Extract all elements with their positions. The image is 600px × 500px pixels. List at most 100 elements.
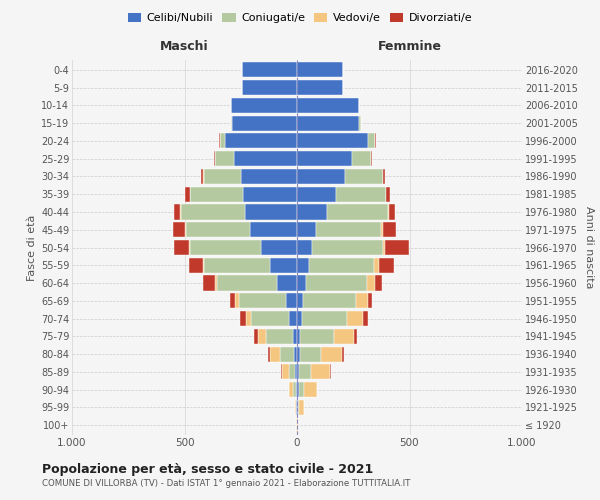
Bar [383,222,397,238]
Bar [254,329,259,344]
Text: COMUNE DI VILLORBA (TV) - Dati ISTAT 1° gennaio 2021 - Elaborazione TUTTITALIA.I: COMUNE DI VILLORBA (TV) - Dati ISTAT 1° … [42,478,410,488]
Bar [230,116,232,130]
Bar [297,151,352,166]
Bar [301,329,334,344]
Bar [383,169,385,184]
Bar [311,240,383,255]
Bar [175,240,189,255]
Bar [251,311,289,326]
Bar [355,329,357,344]
Bar [297,258,309,273]
Bar [374,258,379,273]
Bar [190,186,243,202]
Bar [246,311,251,326]
Bar [242,62,297,78]
Bar [302,311,347,326]
Bar [297,62,343,78]
Bar [386,186,391,202]
Bar [300,346,321,362]
Bar [343,346,344,362]
Bar [321,346,343,362]
Bar [295,364,297,380]
Bar [230,98,297,113]
Bar [297,240,311,255]
Bar [309,258,374,273]
Bar [295,400,296,415]
Bar [185,186,190,202]
Bar [268,346,270,362]
Bar [311,364,330,380]
Bar [234,151,297,166]
Bar [190,240,261,255]
Bar [293,329,297,344]
Bar [297,134,368,148]
Bar [367,276,374,290]
Bar [388,204,389,220]
Bar [302,294,355,308]
Bar [305,276,367,290]
Bar [297,169,346,184]
Bar [280,346,295,362]
Bar [297,204,328,220]
Text: Popolazione per età, sesso e stato civile - 2021: Popolazione per età, sesso e stato civil… [42,462,373,475]
Bar [259,329,265,344]
Bar [298,400,299,415]
Bar [203,258,270,273]
Bar [383,240,385,255]
Bar [286,294,297,308]
Bar [297,346,300,362]
Bar [297,382,299,397]
Bar [304,382,317,397]
Legend: Celibi/Nubili, Coniugati/e, Vedovi/e, Divorziati/e: Celibi/Nubili, Coniugati/e, Vedovi/e, Di… [124,8,476,28]
Bar [239,311,246,326]
Bar [203,169,241,184]
Bar [289,364,295,380]
Bar [265,329,293,344]
Text: Femmine: Femmine [377,40,442,52]
Bar [289,382,293,397]
Bar [382,222,383,238]
Bar [242,80,297,95]
Bar [328,204,388,220]
Bar [261,240,297,255]
Bar [174,204,181,220]
Bar [181,204,245,220]
Bar [371,151,372,166]
Bar [173,222,185,238]
Bar [220,134,225,148]
Bar [225,134,297,148]
Bar [296,400,297,415]
Bar [200,169,203,184]
Bar [297,400,298,415]
Bar [297,329,301,344]
Bar [334,329,355,344]
Bar [241,169,297,184]
Bar [374,276,382,290]
Bar [352,151,371,166]
Bar [299,400,304,415]
Bar [316,222,382,238]
Bar [282,364,289,380]
Bar [297,80,343,95]
Bar [185,222,250,238]
Text: Maschi: Maschi [160,40,209,52]
Bar [297,116,359,130]
Bar [297,98,359,113]
Bar [368,294,372,308]
Bar [347,311,364,326]
Bar [297,364,299,380]
Bar [359,116,361,130]
Bar [355,294,368,308]
Bar [346,169,383,184]
Bar [297,186,337,202]
Bar [235,294,239,308]
Bar [293,382,296,397]
Bar [297,222,316,238]
Bar [214,151,215,166]
Bar [389,204,395,220]
Bar [299,364,311,380]
Bar [215,151,234,166]
Bar [232,116,297,130]
Bar [239,294,286,308]
Bar [215,276,217,290]
